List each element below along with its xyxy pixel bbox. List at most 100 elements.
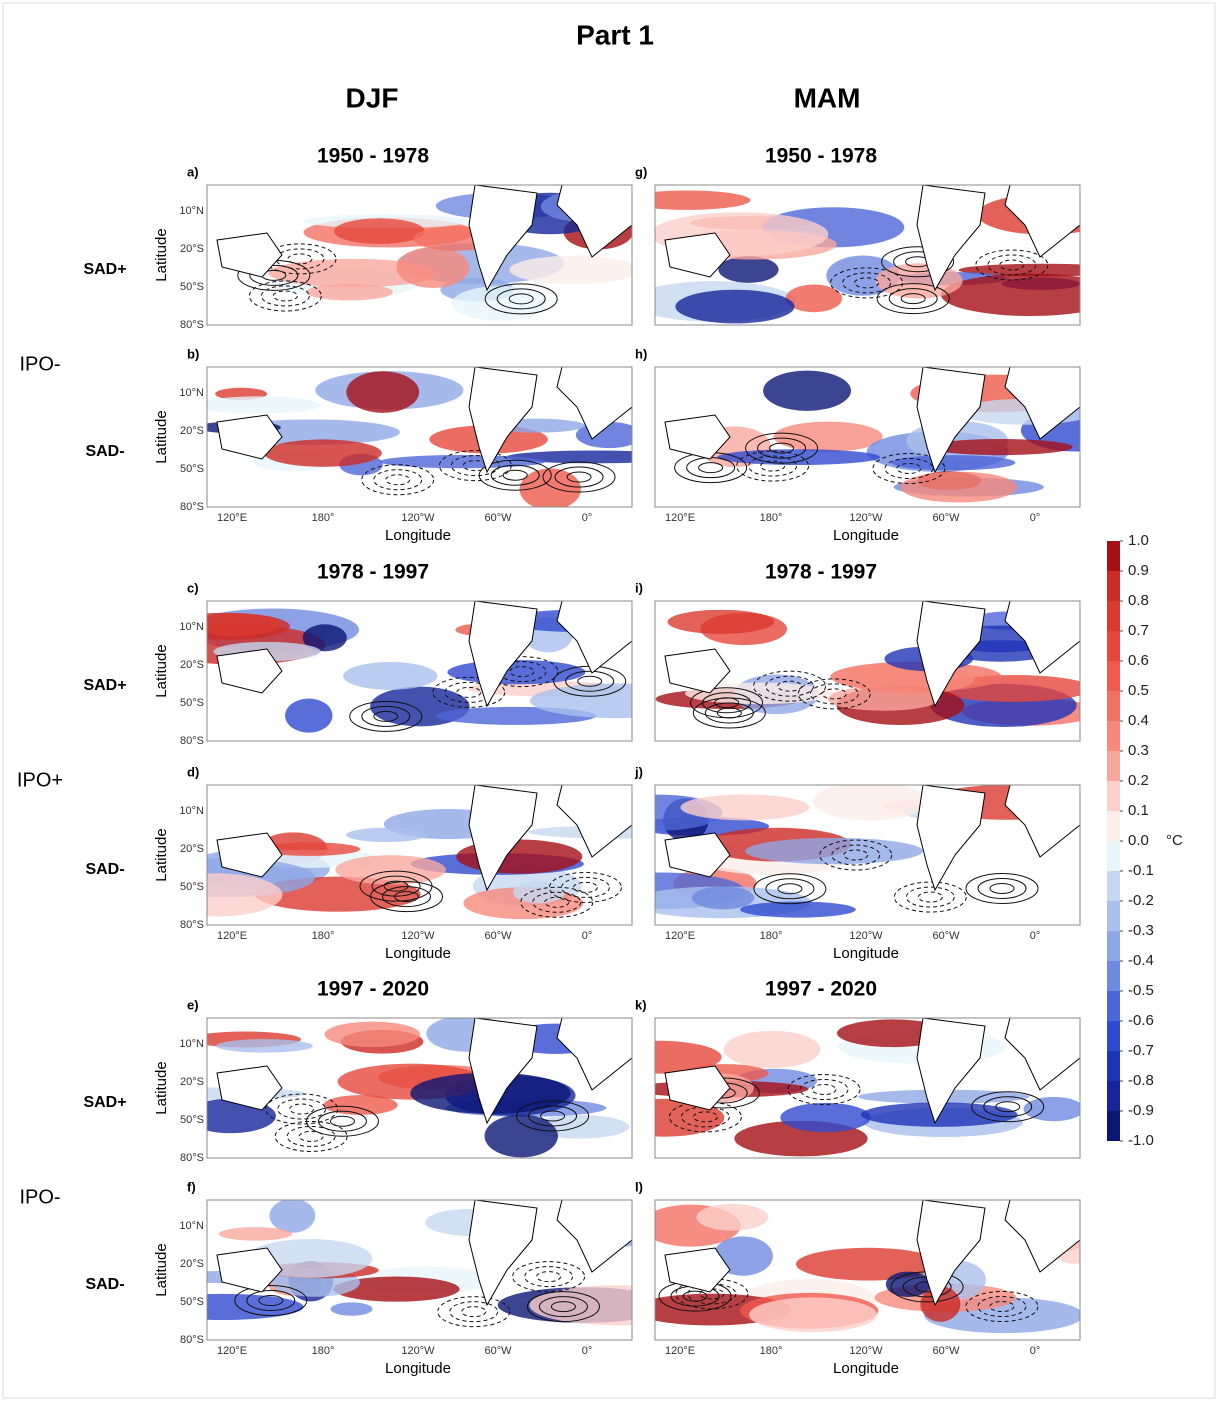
- x-axis-label: Longitude: [385, 1360, 451, 1377]
- lat-tick: 20°S: [180, 1076, 204, 1088]
- anomaly-blob: [920, 1286, 961, 1322]
- contour: [668, 1101, 742, 1133]
- map-panel: [207, 185, 632, 325]
- contour: [977, 1296, 1027, 1318]
- lat-tick: 20°S: [180, 425, 204, 437]
- colorbar-segment: [1107, 811, 1120, 841]
- contour: [900, 293, 926, 305]
- lat-tick: 80°S: [180, 919, 204, 931]
- contour: [542, 461, 616, 493]
- contour: [965, 1291, 1039, 1323]
- continent: [556, 1018, 632, 1091]
- sad-label: SAD+: [83, 1094, 126, 1111]
- contour: [508, 293, 534, 305]
- lat-tick: 10°N: [179, 1038, 204, 1050]
- x-axis-label: Longitude: [833, 527, 899, 544]
- lat-tick: 10°N: [179, 1220, 204, 1232]
- contour: [275, 248, 325, 270]
- colorbar-segment: [1107, 1021, 1120, 1051]
- panel-border: [206, 184, 633, 326]
- anomaly-blob: [940, 273, 1080, 317]
- contour: [263, 243, 337, 275]
- contour: [246, 1290, 296, 1312]
- contour: [917, 891, 943, 903]
- panel-border: [654, 366, 1081, 508]
- anomaly-blob: [484, 1114, 558, 1158]
- contour: [872, 452, 946, 484]
- lon-tick: 180°: [760, 512, 783, 524]
- contour: [769, 442, 795, 454]
- contour: [777, 883, 803, 895]
- lat-tick: 80°S: [180, 501, 204, 513]
- anomaly-blob: [740, 901, 856, 918]
- lon-tick: 60°W: [484, 1345, 512, 1357]
- lat-tick: 50°S: [180, 281, 204, 293]
- contour: [995, 1101, 1021, 1113]
- continent: [216, 832, 283, 878]
- anomaly-blob: [324, 1021, 421, 1048]
- contour: [234, 1285, 308, 1317]
- panel-letter: i): [635, 580, 643, 595]
- contour: [382, 886, 432, 908]
- y-axis-label: Latitude: [153, 1243, 170, 1296]
- contour: [675, 1278, 749, 1310]
- contour: [748, 455, 798, 477]
- contour: [437, 1296, 511, 1328]
- contour: [258, 1295, 284, 1307]
- contour: [765, 878, 815, 900]
- lon-tick: 180°: [312, 930, 335, 942]
- lon-tick: 0°: [582, 930, 593, 942]
- lon-tick: 180°: [312, 1345, 335, 1357]
- lon-tick: 60°W: [484, 930, 512, 942]
- anomaly-blob: [218, 1227, 293, 1241]
- anomaly-blob: [333, 1276, 460, 1302]
- anomaly-blob: [519, 468, 581, 507]
- sad-label: SAD+: [83, 677, 126, 694]
- period-title: 1997 - 2020: [317, 978, 429, 1001]
- anomaly-blob: [207, 396, 322, 414]
- colorbar-tick-label: -0.9: [1128, 1102, 1154, 1119]
- colorbar-tick-label: 0.4: [1128, 712, 1149, 729]
- anomaly-blob: [306, 283, 393, 301]
- contour: [896, 462, 922, 474]
- anomaly-blob: [529, 1285, 632, 1326]
- y-axis-label: Latitude: [153, 410, 170, 463]
- colorbar-tick-label: 0.0: [1128, 832, 1149, 849]
- contour: [298, 1130, 324, 1142]
- continent: [216, 232, 283, 278]
- lat-tick: 50°S: [180, 1296, 204, 1308]
- contour: [831, 844, 881, 866]
- contour: [528, 1105, 578, 1127]
- contour: [698, 462, 724, 474]
- anomaly-blob: [396, 247, 470, 289]
- sad-label: SAD+: [83, 261, 126, 278]
- continent: [216, 1247, 283, 1293]
- lon-tick: 180°: [760, 1345, 783, 1357]
- continent: [664, 232, 731, 278]
- colorbar-segment: [1107, 961, 1120, 991]
- contour: [905, 886, 955, 908]
- lon-tick: 0°: [1030, 930, 1041, 942]
- contour: [888, 288, 938, 310]
- lon-tick: 0°: [1030, 512, 1041, 524]
- anomaly-blob: [655, 190, 751, 210]
- lat-tick: 50°S: [180, 1114, 204, 1126]
- colorbar-segment: [1107, 841, 1120, 871]
- colorbar-segment: [1107, 1081, 1120, 1111]
- anomaly-blob: [302, 624, 347, 652]
- continent: [468, 785, 538, 892]
- map-panel: [655, 1200, 1080, 1340]
- contour: [765, 675, 815, 697]
- colorbar-tick-label: -1.0: [1128, 1132, 1154, 1149]
- contour: [274, 1120, 348, 1152]
- ipo-label: IPO-: [19, 1186, 60, 1208]
- continent: [916, 1200, 986, 1307]
- anomaly-blob: [763, 370, 852, 411]
- panel-letter: a): [187, 164, 199, 179]
- panel-border: [654, 1017, 1081, 1159]
- lon-tick: 120°E: [217, 930, 247, 942]
- x-axis-label: Longitude: [833, 945, 899, 962]
- period-title: 1950 - 1978: [765, 145, 877, 168]
- lon-tick: 120°E: [665, 930, 695, 942]
- period-title: 1978 - 1997: [317, 561, 429, 584]
